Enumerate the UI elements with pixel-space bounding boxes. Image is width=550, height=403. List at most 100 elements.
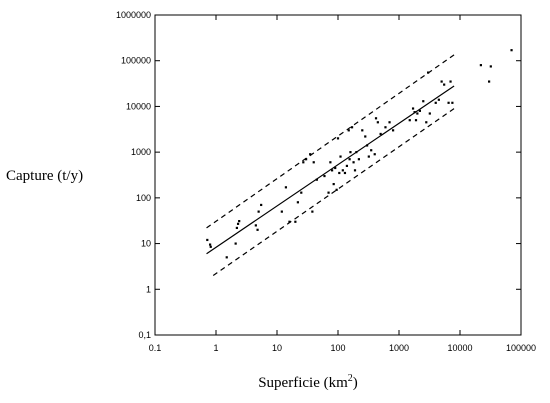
- data-point: [236, 222, 240, 225]
- data-point: [348, 158, 351, 161]
- data-point: [479, 64, 482, 67]
- data-point: [208, 243, 212, 246]
- data-point: [235, 226, 238, 230]
- data-point: [374, 117, 378, 120]
- data-point: [329, 161, 332, 164]
- data-point: [443, 83, 446, 86]
- data-point: [388, 121, 391, 124]
- y-axis-title: Capture (t/y): [6, 168, 83, 184]
- fit-lines: [206, 52, 458, 277]
- data-point: [336, 137, 340, 140]
- x-axis-title-close: ): [353, 375, 358, 391]
- data-point: [408, 119, 411, 122]
- data-point: [437, 98, 440, 101]
- data-point: [418, 109, 421, 112]
- y-tick-label: 10: [141, 239, 151, 249]
- data-point: [366, 144, 369, 147]
- data-point: [341, 169, 344, 172]
- data-point: [225, 256, 228, 259]
- data-point: [427, 71, 430, 74]
- data-point: [206, 238, 209, 242]
- data-point: [425, 121, 428, 124]
- data-point: [343, 171, 347, 175]
- data-point: [391, 129, 395, 132]
- data-point: [355, 151, 358, 154]
- data-point: [440, 80, 443, 83]
- data-point: [349, 151, 352, 154]
- data-point: [384, 126, 387, 129]
- data-point: [300, 191, 303, 194]
- data-point: [373, 153, 376, 156]
- x-tick-label: 1000: [389, 343, 409, 353]
- data-point: [238, 220, 241, 223]
- data-point: [361, 129, 364, 132]
- data-point: [257, 210, 260, 213]
- data-point: [364, 135, 367, 138]
- data-point: [315, 178, 318, 181]
- data-point: [413, 111, 416, 114]
- data-point: [422, 100, 425, 103]
- data-point: [376, 121, 379, 124]
- data-point: [370, 149, 373, 152]
- data-point: [312, 161, 315, 164]
- data-point: [323, 174, 326, 178]
- data-point: [352, 161, 355, 164]
- y-axis: 0,1 1 10 100 1000 10000 100000 1000000: [116, 10, 521, 340]
- x-axis: 0.1 1 10 100 1000 10000 100000: [149, 15, 536, 353]
- data-point: [327, 191, 330, 194]
- data-point: [447, 101, 450, 104]
- data-point: [280, 210, 283, 213]
- data-point: [254, 224, 257, 227]
- data-point: [449, 80, 452, 83]
- data-point: [288, 220, 291, 223]
- data-point: [357, 158, 360, 161]
- data-point: [350, 126, 354, 129]
- data-point: [305, 158, 308, 161]
- data-point: [338, 171, 341, 175]
- data-point: [311, 210, 314, 213]
- data-point: [345, 164, 349, 168]
- y-tick-label: 100000: [121, 56, 151, 66]
- plot-frame: [154, 14, 522, 336]
- data-point: [234, 242, 237, 245]
- regression-line: [206, 85, 455, 255]
- data-point: [416, 112, 419, 115]
- x-tick-label: 10: [272, 343, 282, 353]
- data-point: [347, 129, 350, 132]
- x-tick-label: 0.1: [149, 343, 162, 353]
- data-point: [334, 166, 337, 170]
- y-tick-label: 1000: [131, 147, 151, 157]
- y-tick-label: 10000: [126, 101, 151, 111]
- data-point: [428, 112, 431, 115]
- data-point: [335, 188, 338, 191]
- data-point: [260, 203, 263, 207]
- data-point: [510, 49, 513, 52]
- data-point: [489, 65, 492, 68]
- data-point: [488, 80, 491, 83]
- data-point: [332, 182, 335, 186]
- data-point: [353, 169, 357, 172]
- x-axis-title-main: Superficie (km: [258, 375, 348, 391]
- data-point: [367, 155, 370, 158]
- data-points: [206, 49, 513, 259]
- x-tick-label: 1: [213, 343, 218, 353]
- data-point: [294, 220, 297, 223]
- data-point: [379, 132, 382, 136]
- data-point: [434, 101, 437, 104]
- x-axis-title-superscript: 2: [348, 373, 353, 384]
- data-point: [209, 245, 212, 248]
- x-tick-label: 100: [330, 343, 345, 353]
- data-point: [339, 155, 342, 158]
- x-tick-label: 10000: [447, 343, 472, 353]
- data-point: [296, 201, 299, 204]
- x-axis-title: Superficie (km2): [258, 373, 358, 391]
- data-point: [284, 186, 288, 189]
- data-point: [256, 228, 259, 231]
- data-point: [411, 107, 415, 110]
- x-tick-label: 100000: [506, 343, 536, 353]
- upper-confidence-line: [206, 52, 458, 229]
- data-point: [309, 153, 312, 156]
- lower-confidence-line: [212, 105, 458, 277]
- data-point: [302, 161, 305, 164]
